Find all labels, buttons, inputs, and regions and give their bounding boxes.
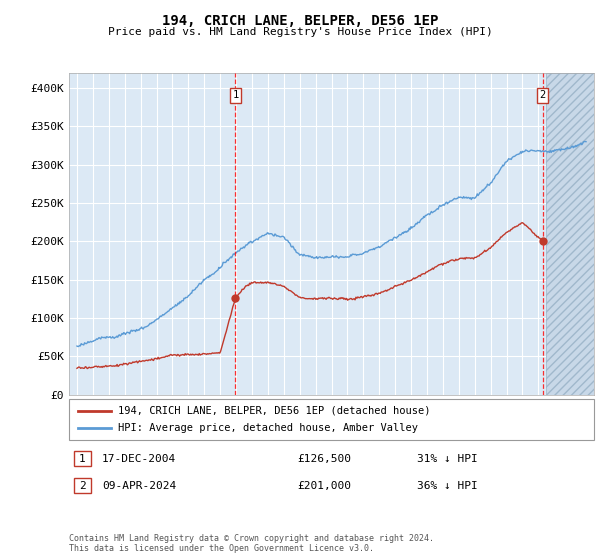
Text: £126,500: £126,500 bbox=[297, 454, 351, 464]
Text: 17-DEC-2004: 17-DEC-2004 bbox=[102, 454, 176, 464]
Text: 1: 1 bbox=[232, 90, 239, 100]
Text: 194, CRICH LANE, BELPER, DE56 1EP (detached house): 194, CRICH LANE, BELPER, DE56 1EP (detac… bbox=[118, 405, 431, 416]
Bar bbox=[546, 73, 594, 395]
Text: 31% ↓ HPI: 31% ↓ HPI bbox=[417, 454, 478, 464]
Text: £201,000: £201,000 bbox=[297, 480, 351, 491]
Text: Price paid vs. HM Land Registry's House Price Index (HPI): Price paid vs. HM Land Registry's House … bbox=[107, 27, 493, 37]
Text: 1: 1 bbox=[79, 454, 86, 464]
Text: 09-APR-2024: 09-APR-2024 bbox=[102, 480, 176, 491]
Text: HPI: Average price, detached house, Amber Valley: HPI: Average price, detached house, Ambe… bbox=[118, 423, 418, 433]
Text: 2: 2 bbox=[79, 480, 86, 491]
Text: 2: 2 bbox=[539, 90, 546, 100]
Bar bbox=[546, 73, 594, 395]
Text: 194, CRICH LANE, BELPER, DE56 1EP: 194, CRICH LANE, BELPER, DE56 1EP bbox=[162, 14, 438, 28]
Text: Contains HM Land Registry data © Crown copyright and database right 2024.
This d: Contains HM Land Registry data © Crown c… bbox=[69, 534, 434, 553]
Text: 36% ↓ HPI: 36% ↓ HPI bbox=[417, 480, 478, 491]
